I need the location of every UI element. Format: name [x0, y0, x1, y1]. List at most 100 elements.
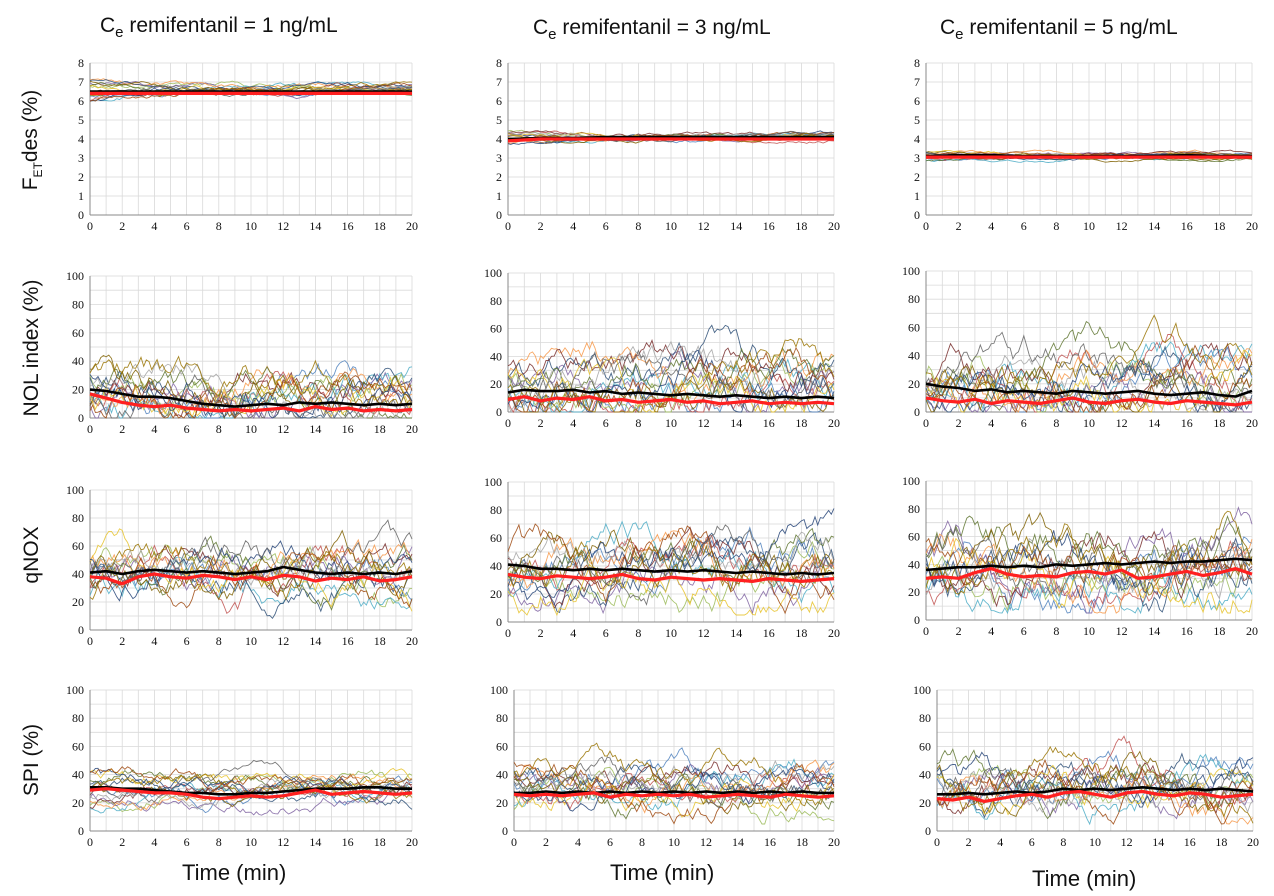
individual-trace: [507, 526, 835, 610]
x-tick-label: 20: [828, 835, 840, 849]
x-tick-label: 10: [1083, 219, 1095, 233]
y-tick-label: 0: [925, 824, 931, 838]
x-tick-label: 12: [1121, 835, 1133, 849]
mean-line: [89, 388, 413, 408]
xlabel-col-1: Time (min): [182, 860, 287, 885]
x-tick-label: 14: [309, 422, 321, 436]
y-tick-label: 40: [919, 768, 931, 782]
x-tick-label: 18: [374, 634, 386, 648]
y-tick-label: 40: [490, 559, 502, 573]
y-tick-label: 4: [78, 132, 84, 146]
median-line: [89, 787, 413, 801]
x-tick-label: 6: [1021, 624, 1027, 638]
x-tick-label: 16: [764, 835, 776, 849]
y-tick-label: 20: [496, 796, 508, 810]
x-tick-label: 0: [923, 624, 929, 638]
x-tick-label: 0: [934, 835, 940, 849]
y-tick-label: 0: [496, 208, 502, 222]
individual-trace: [507, 523, 835, 615]
individual-trace: [507, 349, 835, 413]
x-tick-label: 16: [763, 416, 775, 430]
x-tick-label: 8: [216, 422, 222, 436]
x-tick-label: 6: [184, 219, 190, 233]
individual-trace: [925, 331, 1253, 413]
x-tick-label: 14: [309, 835, 321, 849]
x-tick-label: 2: [119, 219, 125, 233]
individual-trace: [89, 544, 413, 609]
x-tick-label: 10: [668, 835, 680, 849]
x-tick-label: 20: [828, 219, 840, 233]
y-tick-label: 3: [496, 151, 502, 165]
x-tick-label: 14: [1148, 219, 1160, 233]
median-line: [89, 392, 413, 413]
x-tick-label: 16: [342, 835, 354, 849]
x-tick-label: 16: [342, 219, 354, 233]
x-tick-label: 0: [87, 634, 93, 648]
mean-line: [925, 382, 1253, 398]
x-tick-label: 14: [730, 626, 742, 640]
individual-trace: [507, 527, 835, 587]
y-tick-label: 80: [490, 503, 502, 517]
x-tick-label: 8: [216, 835, 222, 849]
individual-trace: [936, 764, 1254, 803]
y-tick-label: 2: [78, 170, 84, 184]
panel-spi-3: 0 2 4 6 8 10 12 14 16 18 20 0 20 40 60 80 100: [490, 683, 840, 849]
x-tick-label: 18: [374, 219, 386, 233]
x-tick-label: 14: [309, 634, 321, 648]
x-tick-label: 20: [406, 634, 418, 648]
x-tick-label: 6: [603, 416, 609, 430]
y-tick-label: 100: [484, 475, 502, 489]
x-tick-label: 20: [828, 626, 840, 640]
y-tick-label: 60: [72, 539, 84, 553]
individual-trace: [89, 769, 413, 797]
x-tick-label: 18: [1213, 416, 1225, 430]
individual-trace: [513, 759, 835, 797]
mean-line: [90, 785, 412, 796]
x-tick-label: 6: [1021, 219, 1027, 233]
y-tick-label: 60: [490, 322, 502, 336]
x-tick-label: 18: [1215, 835, 1227, 849]
y-tick-label: 60: [490, 531, 502, 545]
y-tick-label: 80: [490, 294, 502, 308]
x-tick-label: 16: [763, 626, 775, 640]
y-tick-label: 5: [914, 113, 920, 127]
x-tick-label: 4: [570, 416, 576, 430]
x-tick-label: 12: [698, 416, 710, 430]
individual-trace: [925, 344, 1253, 414]
y-tick-label: 20: [72, 383, 84, 397]
x-tick-label: 6: [184, 422, 190, 436]
x-tick-label: 20: [828, 416, 840, 430]
y-tick-label: 0: [496, 405, 502, 419]
x-tick-label: 2: [543, 835, 549, 849]
individual-trace: [507, 131, 835, 140]
median-line: [513, 791, 835, 799]
y-tick-label: 2: [496, 170, 502, 184]
y-tick-label: 100: [913, 683, 931, 697]
y-tick-label: 40: [490, 349, 502, 363]
panel-spi-1: 0 2 4 6 8 10 12 14 16 18 20 0 20 40 60 80 100: [66, 683, 418, 849]
x-tick-label: 16: [1184, 835, 1196, 849]
x-tick-label: 2: [956, 624, 962, 638]
x-tick-label: 6: [1029, 835, 1035, 849]
individual-trace: [507, 339, 835, 393]
x-tick-label: 16: [342, 422, 354, 436]
y-tick-label: 20: [490, 587, 502, 601]
x-tick-label: 6: [607, 835, 613, 849]
x-tick-label: 0: [505, 416, 511, 430]
individual-trace: [936, 752, 1254, 819]
x-tick-label: 18: [374, 835, 386, 849]
x-tick-label: 2: [538, 416, 544, 430]
mean-line: [507, 388, 835, 400]
panel-nol-1: 0 2 4 6 8 10 12 14 16 18 20 0 20 40 60 80 100: [66, 269, 418, 436]
individual-trace: [925, 564, 1253, 615]
x-tick-label: 8: [216, 634, 222, 648]
y-tick-label: 5: [496, 113, 502, 127]
x-tick-label: 4: [997, 835, 1003, 849]
panel-qnox-5: 0 2 4 6 8 10 12 14 16 18 20 0 20 40 60 80 100: [902, 474, 1258, 638]
individual-trace: [936, 745, 1254, 824]
x-tick-label: 12: [698, 626, 710, 640]
x-tick-label: 12: [700, 835, 712, 849]
y-tick-label: 40: [72, 567, 84, 581]
